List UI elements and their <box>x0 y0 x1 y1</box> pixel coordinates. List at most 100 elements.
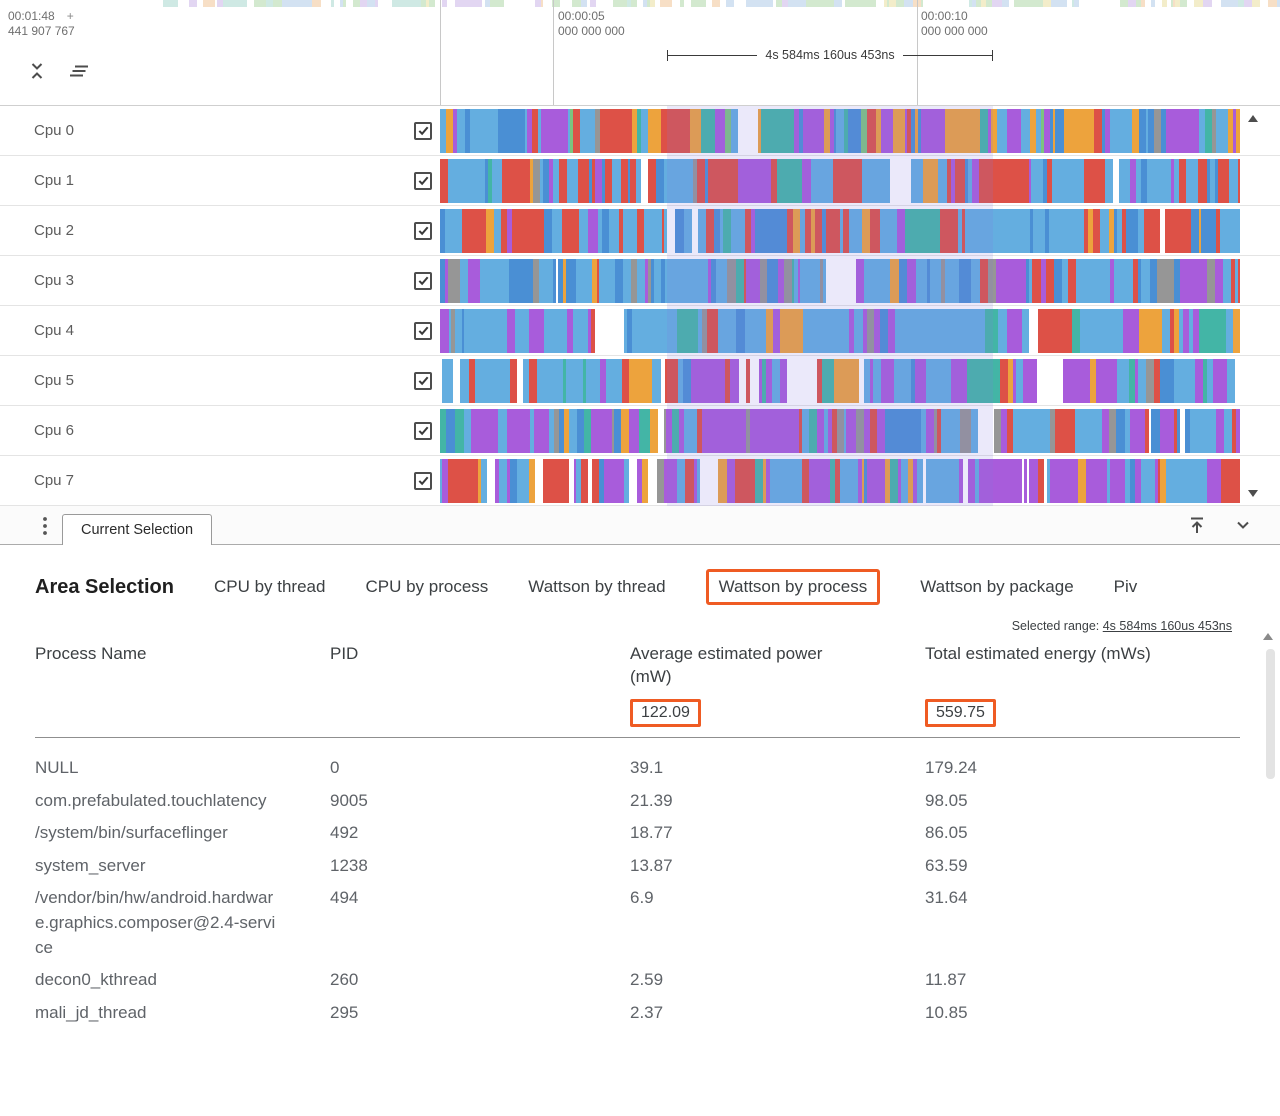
trace-slice[interactable] <box>445 208 462 253</box>
track-checkbox[interactable] <box>414 321 432 340</box>
trace-slice[interactable] <box>702 408 736 453</box>
trace-slice[interactable] <box>163 0 178 7</box>
trace-slice[interactable] <box>762 358 766 403</box>
clear-all-icon[interactable] <box>68 60 90 82</box>
trace-slice[interactable] <box>1160 208 1165 253</box>
trace-slice[interactable] <box>802 158 806 203</box>
trace-slice[interactable] <box>725 108 731 153</box>
trace-slice[interactable] <box>455 158 485 203</box>
trace-slice[interactable] <box>1086 458 1107 503</box>
trace-slice[interactable] <box>811 208 815 253</box>
trace-slice[interactable] <box>965 208 973 253</box>
detail-tab-wattson-by-process[interactable]: Wattson by process <box>705 569 881 605</box>
trace-slice[interactable] <box>727 258 736 303</box>
trace-slice[interactable] <box>1238 0 1244 7</box>
trace-slice[interactable] <box>803 308 807 353</box>
trace-slice[interactable] <box>1235 358 1240 403</box>
trace-slice[interactable] <box>1105 108 1110 153</box>
trace-slice[interactable] <box>997 108 1003 153</box>
trace-slice[interactable] <box>1100 208 1109 253</box>
trace-slice[interactable] <box>1030 108 1036 153</box>
trace-slice[interactable] <box>1109 208 1114 253</box>
trace-slice[interactable] <box>1220 208 1240 253</box>
trace-slice[interactable] <box>731 108 738 153</box>
trace-slice[interactable] <box>691 358 716 403</box>
trace-slice[interactable] <box>507 408 530 453</box>
trace-slice[interactable] <box>581 0 587 7</box>
trace-slice[interactable] <box>543 458 569 503</box>
trace-slice[interactable] <box>1003 108 1007 153</box>
trace-slice[interactable] <box>421 0 426 7</box>
trace-slice[interactable] <box>591 308 595 353</box>
trace-slice[interactable] <box>1160 358 1166 403</box>
trace-slice[interactable] <box>980 258 988 303</box>
trace-slice[interactable] <box>870 358 873 403</box>
trace-slice[interactable] <box>657 458 664 503</box>
trace-slice[interactable] <box>746 408 750 453</box>
trace-slice[interactable] <box>1203 0 1212 7</box>
trace-slice[interactable] <box>1189 358 1195 403</box>
trace-slice[interactable] <box>1002 0 1006 7</box>
trace-slice[interactable] <box>435 0 442 7</box>
trace-slice[interactable] <box>615 258 623 303</box>
trace-slice[interactable] <box>1112 0 1120 7</box>
trace-slice[interactable] <box>464 408 471 453</box>
trace-slice[interactable] <box>1070 358 1078 403</box>
trace-slice[interactable] <box>1221 458 1240 503</box>
trace-slice[interactable] <box>535 458 543 503</box>
trace-slice[interactable] <box>501 208 507 253</box>
trace-slice[interactable] <box>552 0 560 7</box>
trace-slice[interactable] <box>858 458 862 503</box>
trace-slice[interactable] <box>584 408 591 453</box>
trace-slice[interactable] <box>595 308 624 353</box>
trace-slice[interactable] <box>706 0 712 7</box>
trace-slice[interactable] <box>592 158 595 203</box>
trace-slice[interactable] <box>1117 358 1129 403</box>
trace-slice[interactable] <box>1166 458 1201 503</box>
trace-slice[interactable] <box>1138 208 1144 253</box>
trace-slice[interactable] <box>834 0 840 7</box>
trace-slice[interactable] <box>189 0 197 7</box>
trace-slice[interactable] <box>856 258 862 303</box>
trace-slice[interactable] <box>1044 108 1050 153</box>
trace-slice[interactable] <box>575 158 578 203</box>
trace-slice[interactable] <box>750 358 755 403</box>
trace-slice[interactable] <box>798 258 800 303</box>
trace-slice[interactable] <box>761 108 794 153</box>
trace-slice[interactable] <box>1117 458 1125 503</box>
trace-slice[interactable] <box>830 458 835 503</box>
track-lane[interactable] <box>440 108 1240 153</box>
trace-slice[interactable] <box>803 108 824 153</box>
trace-slice[interactable] <box>586 358 594 403</box>
track-lane[interactable] <box>440 458 1240 503</box>
trace-slice[interactable] <box>849 308 851 353</box>
trace-slice[interactable] <box>440 108 446 153</box>
trace-slice[interactable] <box>1032 258 1041 303</box>
trace-slice[interactable] <box>632 108 637 153</box>
trace-slice[interactable] <box>455 408 459 453</box>
trace-slice[interactable] <box>876 0 884 7</box>
trace-slice[interactable] <box>992 0 995 7</box>
trace-slice[interactable] <box>178 0 183 7</box>
trace-slice[interactable] <box>822 208 826 253</box>
trace-slice[interactable] <box>828 408 832 453</box>
trace-slice[interactable] <box>1201 208 1209 253</box>
trace-slice[interactable] <box>1141 458 1155 503</box>
trace-slice[interactable] <box>1006 0 1009 7</box>
detail-tab-wattson-by-package[interactable]: Wattson by package <box>920 577 1074 596</box>
trace-slice[interactable] <box>1122 208 1126 253</box>
trace-slice[interactable] <box>482 358 510 403</box>
trace-slice[interactable] <box>1114 108 1122 153</box>
trace-slice[interactable] <box>647 0 650 7</box>
trace-slice[interactable] <box>859 358 861 403</box>
trace-slice[interactable] <box>1063 358 1070 403</box>
trace-slice[interactable] <box>1123 308 1139 353</box>
trace-slice[interactable] <box>744 258 746 303</box>
trace-slice[interactable] <box>1174 408 1177 453</box>
trace-slice[interactable] <box>529 458 535 503</box>
trace-slice[interactable] <box>700 458 718 503</box>
trace-slice[interactable] <box>714 208 720 253</box>
trace-slice[interactable] <box>581 208 588 253</box>
trace-slice[interactable] <box>720 258 727 303</box>
trace-slice[interactable] <box>1180 408 1185 453</box>
